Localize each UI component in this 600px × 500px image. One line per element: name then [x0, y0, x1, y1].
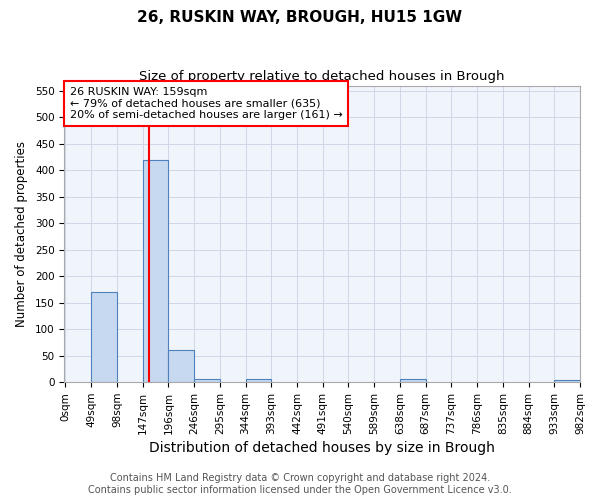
Bar	[143, 160, 169, 382]
Y-axis label: Number of detached properties: Number of detached properties	[15, 141, 28, 327]
Title: Size of property relative to detached houses in Brough: Size of property relative to detached ho…	[139, 70, 505, 83]
Bar	[91, 292, 117, 382]
Bar	[245, 378, 271, 382]
Text: 26 RUSKIN WAY: 159sqm
← 79% of detached houses are smaller (635)
20% of semi-det: 26 RUSKIN WAY: 159sqm ← 79% of detached …	[70, 87, 343, 120]
Bar	[194, 378, 220, 382]
Text: Contains HM Land Registry data © Crown copyright and database right 2024.
Contai: Contains HM Land Registry data © Crown c…	[88, 474, 512, 495]
Bar	[554, 380, 580, 382]
Text: 26, RUSKIN WAY, BROUGH, HU15 1GW: 26, RUSKIN WAY, BROUGH, HU15 1GW	[137, 10, 463, 25]
X-axis label: Distribution of detached houses by size in Brough: Distribution of detached houses by size …	[149, 441, 495, 455]
Bar	[169, 350, 194, 382]
Bar	[400, 378, 425, 382]
